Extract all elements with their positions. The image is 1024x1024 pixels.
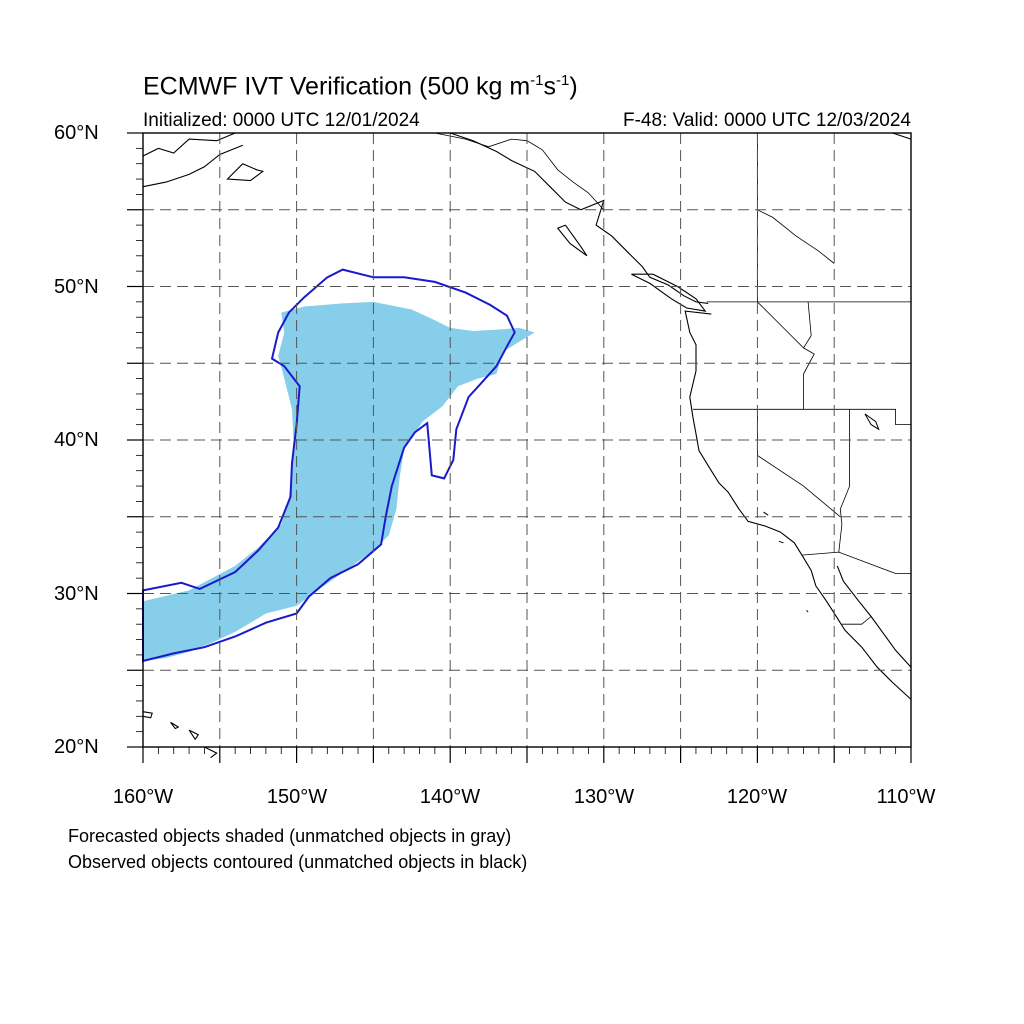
forecast-object-shading: [143, 301, 535, 661]
political-border: [692, 408, 911, 425]
political-border: [757, 209, 835, 264]
political-border: [841, 616, 872, 625]
forecast-legend-note: Forecasted objects shaded (unmatched obj…: [68, 826, 512, 846]
coastline: [204, 746, 218, 759]
axis-ticks: [127, 132, 912, 763]
political-borders: [434, 132, 911, 625]
coastline: [684, 310, 912, 700]
lake-outline: [778, 540, 784, 544]
political-border: [434, 132, 605, 211]
coastlines: [142, 132, 912, 759]
lon-label-120w: 120°W: [726, 786, 788, 808]
coastline: [556, 224, 588, 257]
lon-label-110w: 110°W: [876, 786, 936, 808]
forecast-objects: [143, 301, 535, 661]
init-time-label: Initialized: 0000 UTC 12/01/2024: [143, 110, 420, 131]
coastline: [142, 711, 153, 719]
lake-outline: [763, 511, 769, 516]
political-border: [803, 301, 812, 349]
political-border: [801, 551, 911, 574]
map-frame: [142, 132, 912, 748]
lon-label-150w: 150°W: [266, 786, 328, 808]
lat-label-60n: 60°N: [54, 122, 99, 144]
coastline: [170, 721, 180, 730]
coastline: [226, 163, 265, 182]
lake-outline: [806, 610, 809, 613]
lat-label-50n: 50°N: [54, 276, 99, 298]
lon-label-130w: 130°W: [573, 786, 635, 808]
coastline: [188, 729, 200, 741]
lat-label-40n: 40°N: [54, 429, 99, 451]
lon-label-140w: 140°W: [419, 786, 481, 808]
valid-time-label: F-48: Valid: 0000 UTC 12/03/2024: [623, 110, 911, 131]
lake-outline: [864, 413, 880, 431]
lat-lon-grid: [143, 133, 911, 747]
lat-label-30n: 30°N: [54, 583, 99, 605]
coastline: [892, 132, 912, 140]
lon-label-160w: 160°W: [112, 786, 174, 808]
coastline: [631, 273, 707, 312]
political-border: [838, 409, 850, 553]
observed-legend-note: Observed objects contoured (unmatched ob…: [68, 852, 528, 872]
map-title: ECMWF IVT Verification (500 kg m-1s-1): [143, 72, 578, 101]
coastline: [142, 144, 244, 188]
lat-label-20n: 20°N: [54, 736, 99, 758]
